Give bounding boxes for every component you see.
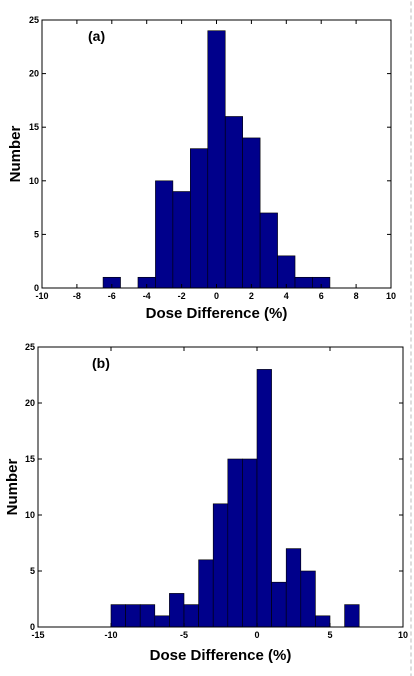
chart1-bar-8 (242, 137, 261, 289)
chart2-panel-label: (b) (92, 355, 110, 371)
chart1-xtick-label-4: -2 (178, 291, 186, 301)
chart2-ytick-label-5: 25 (25, 342, 35, 352)
chart1-bar-11 (294, 276, 313, 289)
chart1-ytick-label-3: 15 (29, 122, 39, 132)
chart2-xtick-label-0: -15 (31, 630, 44, 640)
chart1-bar-3 (155, 180, 174, 289)
chart2-bar-13 (300, 570, 316, 628)
chart2-xtick-label-5: 10 (398, 630, 408, 640)
chart1-xtick-label-5: 0 (214, 291, 219, 301)
chart2-xtick-label-3: 0 (254, 630, 259, 640)
chart1-panel-label: (a) (88, 28, 105, 44)
chart2-bar-9 (242, 458, 258, 628)
chart1-xtick-label-7: 4 (284, 291, 289, 301)
chart1-x-axis-label: Dose Difference (%) (146, 305, 288, 322)
chart2-ytick-label-1: 5 (30, 566, 35, 576)
chart2-x-axis-label: Dose Difference (%) (150, 647, 292, 664)
chart1-bar-4 (172, 191, 191, 289)
chart2-xtick-label-2: -5 (180, 630, 188, 640)
chart2-ytick-label-0: 0 (30, 622, 35, 632)
chart1-ytick-label-5: 25 (29, 15, 39, 25)
chart2-xtick-label-4: 5 (327, 630, 332, 640)
chart1-y-axis-label: Number (7, 126, 24, 183)
chart1-bar-7 (224, 116, 243, 289)
chart2-axes-frame (37, 346, 404, 628)
chart2-bar-11 (271, 581, 287, 628)
chart1-bar-6 (207, 30, 226, 289)
chart1-bar-10 (277, 255, 296, 289)
chart1-xtick-label-8: 6 (319, 291, 324, 301)
chart2-bar-10 (256, 369, 272, 628)
chart1-xtick-label-1: -8 (73, 291, 81, 301)
chart2-xtick-label-1: -10 (104, 630, 117, 640)
chart2-bar-8 (227, 458, 243, 628)
chart1-ytick-label-0: 0 (34, 283, 39, 293)
page-edge-dots (410, 0, 412, 676)
chart1-bar-5 (190, 148, 209, 289)
chart1-xtick-label-2: -6 (108, 291, 116, 301)
chart1-xtick-label-10: 10 (386, 291, 396, 301)
chart1-xtick-label-9: 8 (354, 291, 359, 301)
chart2-bar-15 (344, 604, 360, 628)
chart2-bar-2 (139, 604, 156, 628)
chart2-bar-4 (169, 593, 185, 628)
chart1-ytick-label-2: 10 (29, 176, 39, 186)
chart1-bar-9 (259, 212, 278, 289)
chart2-bar-14 (315, 615, 331, 628)
chart1-xtick-label-0: -10 (35, 291, 48, 301)
chart2-bar-5 (183, 604, 199, 628)
chart1-xtick-label-3: -4 (143, 291, 151, 301)
chart2-bar-6 (198, 559, 214, 628)
chart2-bar-0 (110, 604, 126, 628)
chart2-ytick-label-2: 10 (25, 510, 35, 520)
chart2-bar-1 (125, 604, 141, 628)
chart1-xtick-label-6: 2 (249, 291, 254, 301)
chart2-bar-7 (212, 503, 229, 628)
chart2-ytick-label-3: 15 (25, 454, 35, 464)
chart1-ytick-label-4: 20 (29, 69, 39, 79)
chart2-bar-12 (285, 548, 302, 628)
chart2-ytick-label-4: 20 (25, 398, 35, 408)
chart2-bar-3 (154, 615, 170, 628)
chart2-y-axis-label: Number (4, 459, 21, 516)
chart1-ytick-label-1: 5 (34, 229, 39, 239)
